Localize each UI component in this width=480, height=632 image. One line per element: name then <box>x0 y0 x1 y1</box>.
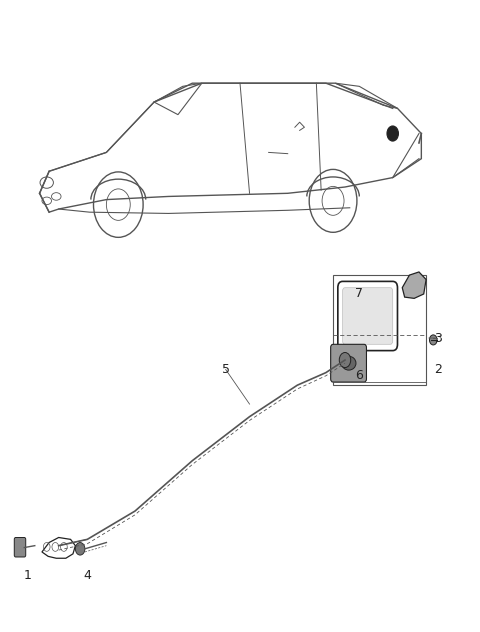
Text: 3: 3 <box>434 332 442 344</box>
Circle shape <box>430 335 437 345</box>
Circle shape <box>75 542 85 555</box>
Text: 1: 1 <box>24 569 32 581</box>
Text: 5: 5 <box>222 363 230 376</box>
Polygon shape <box>402 272 426 298</box>
Text: 2: 2 <box>434 363 442 376</box>
Text: 6: 6 <box>355 369 363 382</box>
Text: 7: 7 <box>355 288 363 300</box>
Circle shape <box>387 126 398 141</box>
FancyBboxPatch shape <box>14 537 26 557</box>
Ellipse shape <box>342 356 356 370</box>
Text: 4: 4 <box>84 569 91 581</box>
Circle shape <box>339 353 351 368</box>
FancyBboxPatch shape <box>343 288 393 344</box>
FancyBboxPatch shape <box>331 344 366 382</box>
